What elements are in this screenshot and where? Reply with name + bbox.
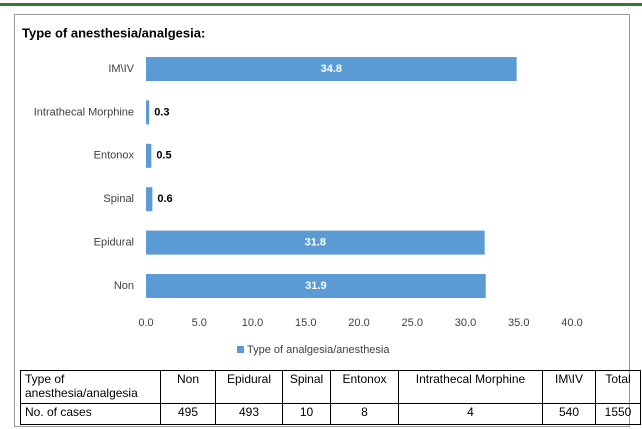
table-cell: 493: [215, 403, 283, 425]
data-label: 31.8: [305, 237, 326, 249]
x-tick-label: 10.0: [242, 317, 263, 329]
table-cell: 8: [330, 403, 399, 425]
table-cell: Entonox: [330, 370, 399, 404]
y-tick-label: Spinal: [103, 193, 134, 205]
table-cell: 1550: [595, 403, 641, 425]
x-tick-label: 5.0: [192, 317, 207, 329]
figure-frame: [14, 14, 630, 427]
data-label: 31.9: [305, 280, 326, 292]
bar: [146, 230, 485, 255]
table-cell: 540: [542, 403, 596, 425]
y-tick-label: Epidural: [94, 237, 134, 249]
table-cell: 4: [398, 403, 543, 425]
bar: [146, 57, 517, 81]
data-table: Type of anesthesia/analgesia Non Epidural S…: [20, 370, 641, 425]
y-tick-label: Entonox: [94, 150, 135, 162]
x-tick-label: 20.0: [348, 317, 369, 329]
table-cell: Total: [595, 370, 641, 404]
x-tick-label: 40.0: [561, 317, 582, 329]
table-cell: Intrathecal Morphine: [398, 370, 543, 404]
table-cell: No. of cases: [20, 403, 161, 425]
table-cell: 10: [282, 403, 331, 425]
legend-label: Type of analgesia/anesthesia: [247, 344, 390, 356]
y-tick-label: Intrathecal Morphine: [34, 106, 134, 118]
chart-title: Type of anesthesia/analgesia:: [22, 25, 205, 40]
bar: [146, 100, 150, 125]
table-cell: Non: [160, 370, 216, 404]
data-label: 0.5: [156, 150, 171, 162]
table-cell: Spinal: [282, 370, 331, 404]
y-tick-label: Non: [114, 280, 134, 292]
data-label: 0.6: [157, 193, 172, 205]
bar: [146, 187, 153, 212]
x-tick-label: 30.0: [455, 317, 476, 329]
table-cell: 495: [160, 403, 216, 425]
table-cell: Type of anesthesia/analgesia: [20, 370, 161, 404]
data-label: 34.8: [321, 63, 342, 75]
top-rule: [0, 3, 642, 6]
data-label: 0.3: [154, 106, 169, 118]
y-tick-label: IM\IV: [108, 63, 134, 75]
x-tick-label: 35.0: [508, 317, 529, 329]
legend-swatch: [237, 346, 244, 353]
chart: Type of anesthesia/analgesia: 0.0 5.0 10.0…: [22, 25, 583, 356]
bar: [146, 274, 486, 298]
table-cell: IM\IV: [542, 370, 596, 404]
x-tick-label: 15.0: [295, 317, 316, 329]
x-tick-label: 25.0: [402, 317, 423, 329]
table-cell: Epidural: [215, 370, 283, 404]
bar: [146, 143, 152, 168]
x-tick-label: 0.0: [138, 317, 153, 329]
